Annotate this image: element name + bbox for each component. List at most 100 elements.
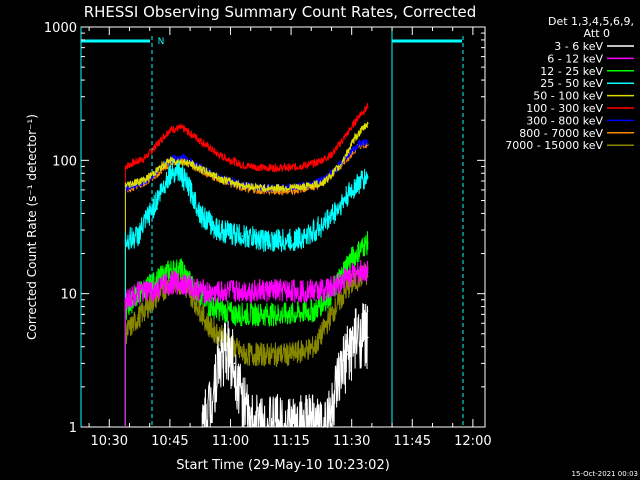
data-point bbox=[302, 186, 305, 188]
x-tick-label: 11:45 bbox=[394, 434, 431, 449]
legend-label: 50 - 100 keV bbox=[533, 90, 603, 103]
data-point bbox=[322, 223, 325, 226]
legend-label: 12 - 25 keV bbox=[540, 65, 603, 78]
legend-label: 300 - 800 keV bbox=[526, 114, 603, 127]
data-point bbox=[354, 184, 357, 187]
data-point bbox=[262, 313, 264, 316]
data-point bbox=[189, 189, 191, 191]
data-point bbox=[314, 309, 317, 312]
legend-label: 100 - 300 keV bbox=[526, 102, 603, 115]
data-point bbox=[136, 317, 139, 320]
data-point bbox=[306, 235, 309, 237]
night-marker-label: N bbox=[158, 37, 165, 47]
series-line bbox=[124, 102, 369, 427]
data-point bbox=[152, 205, 155, 208]
data-point bbox=[217, 154, 220, 156]
x-axis-label: Start Time (29-May-10 10:23:02) bbox=[176, 458, 390, 473]
data-point bbox=[217, 229, 220, 231]
chart-title: RHESSI Observing Summary Count Rates, Co… bbox=[84, 3, 477, 21]
data-point bbox=[124, 184, 127, 187]
x-axis: 10:30 10:45 11:00 11:15 11:30 11:45 12:00 bbox=[88, 27, 492, 449]
data-point bbox=[233, 362, 236, 365]
data-point bbox=[233, 290, 236, 292]
series-line bbox=[124, 264, 369, 427]
data-point bbox=[346, 262, 349, 264]
data-point bbox=[338, 380, 341, 383]
data-point bbox=[338, 205, 341, 208]
data-point bbox=[249, 426, 252, 428]
data-point bbox=[209, 402, 212, 405]
data-point bbox=[221, 178, 224, 181]
data-point bbox=[169, 269, 171, 271]
y-tick-label: 1 bbox=[69, 421, 77, 436]
data-point bbox=[358, 142, 361, 144]
data-point bbox=[169, 159, 171, 162]
data-point bbox=[282, 187, 284, 189]
data-point bbox=[177, 168, 179, 171]
data-point bbox=[241, 235, 244, 237]
data-point bbox=[367, 336, 369, 339]
data-point bbox=[367, 142, 369, 144]
data-point bbox=[290, 313, 292, 316]
legend-label: 25 - 50 keV bbox=[540, 77, 603, 90]
data-point bbox=[169, 282, 171, 284]
data-point bbox=[225, 348, 228, 351]
legend-label: 3 - 6 keV bbox=[554, 40, 603, 53]
data-point bbox=[152, 290, 155, 292]
data-point bbox=[241, 164, 244, 166]
data-point bbox=[266, 239, 268, 242]
data-point bbox=[290, 290, 292, 292]
x-tick-label: 10:45 bbox=[151, 434, 188, 449]
data-point bbox=[169, 128, 171, 131]
legend-label: 7000 - 15000 keV bbox=[505, 139, 603, 152]
data-point bbox=[367, 176, 369, 178]
data-point bbox=[358, 113, 361, 116]
data-point bbox=[262, 187, 264, 189]
data-point bbox=[262, 290, 264, 292]
legend-header-line-2: Att 0 bbox=[584, 27, 610, 40]
data-point bbox=[169, 172, 171, 175]
series-layer bbox=[124, 102, 369, 429]
data-point bbox=[367, 242, 369, 244]
data-point bbox=[367, 271, 369, 273]
y-tick-label: 1000 bbox=[44, 21, 77, 36]
data-point bbox=[241, 184, 244, 187]
data-point bbox=[209, 327, 212, 330]
series-line bbox=[201, 303, 369, 429]
data-point bbox=[346, 353, 349, 356]
data-point bbox=[330, 287, 333, 289]
data-point bbox=[209, 292, 212, 295]
data-point bbox=[124, 298, 127, 301]
data-point bbox=[322, 426, 325, 428]
data-point bbox=[346, 275, 349, 278]
y-tick-label: 10 bbox=[60, 288, 77, 303]
data-point bbox=[185, 161, 187, 163]
data-point bbox=[314, 290, 317, 292]
data-point bbox=[181, 269, 183, 271]
data-point bbox=[144, 156, 147, 159]
data-point bbox=[363, 269, 365, 271]
data-point bbox=[290, 166, 292, 169]
night-markers: N bbox=[80, 27, 464, 427]
data-point bbox=[314, 162, 317, 165]
data-point bbox=[209, 305, 212, 308]
data-point bbox=[266, 353, 268, 356]
data-point bbox=[322, 181, 325, 184]
data-point bbox=[201, 426, 203, 428]
x-tick-label: 11:15 bbox=[272, 434, 309, 449]
data-point bbox=[233, 313, 236, 316]
y-tick-label: 100 bbox=[52, 154, 77, 169]
data-point bbox=[314, 345, 317, 348]
data-point bbox=[330, 313, 333, 316]
data-point bbox=[181, 127, 183, 129]
data-point bbox=[354, 136, 357, 138]
data-point bbox=[363, 244, 365, 247]
data-point bbox=[330, 411, 333, 413]
x-tick-label: 11:30 bbox=[333, 434, 370, 449]
data-point bbox=[181, 156, 183, 159]
data-point bbox=[367, 275, 369, 278]
data-point bbox=[330, 154, 333, 156]
data-point bbox=[354, 339, 357, 341]
